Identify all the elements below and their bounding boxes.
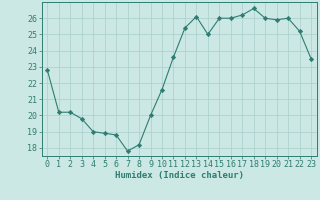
X-axis label: Humidex (Indice chaleur): Humidex (Indice chaleur) [115,171,244,180]
